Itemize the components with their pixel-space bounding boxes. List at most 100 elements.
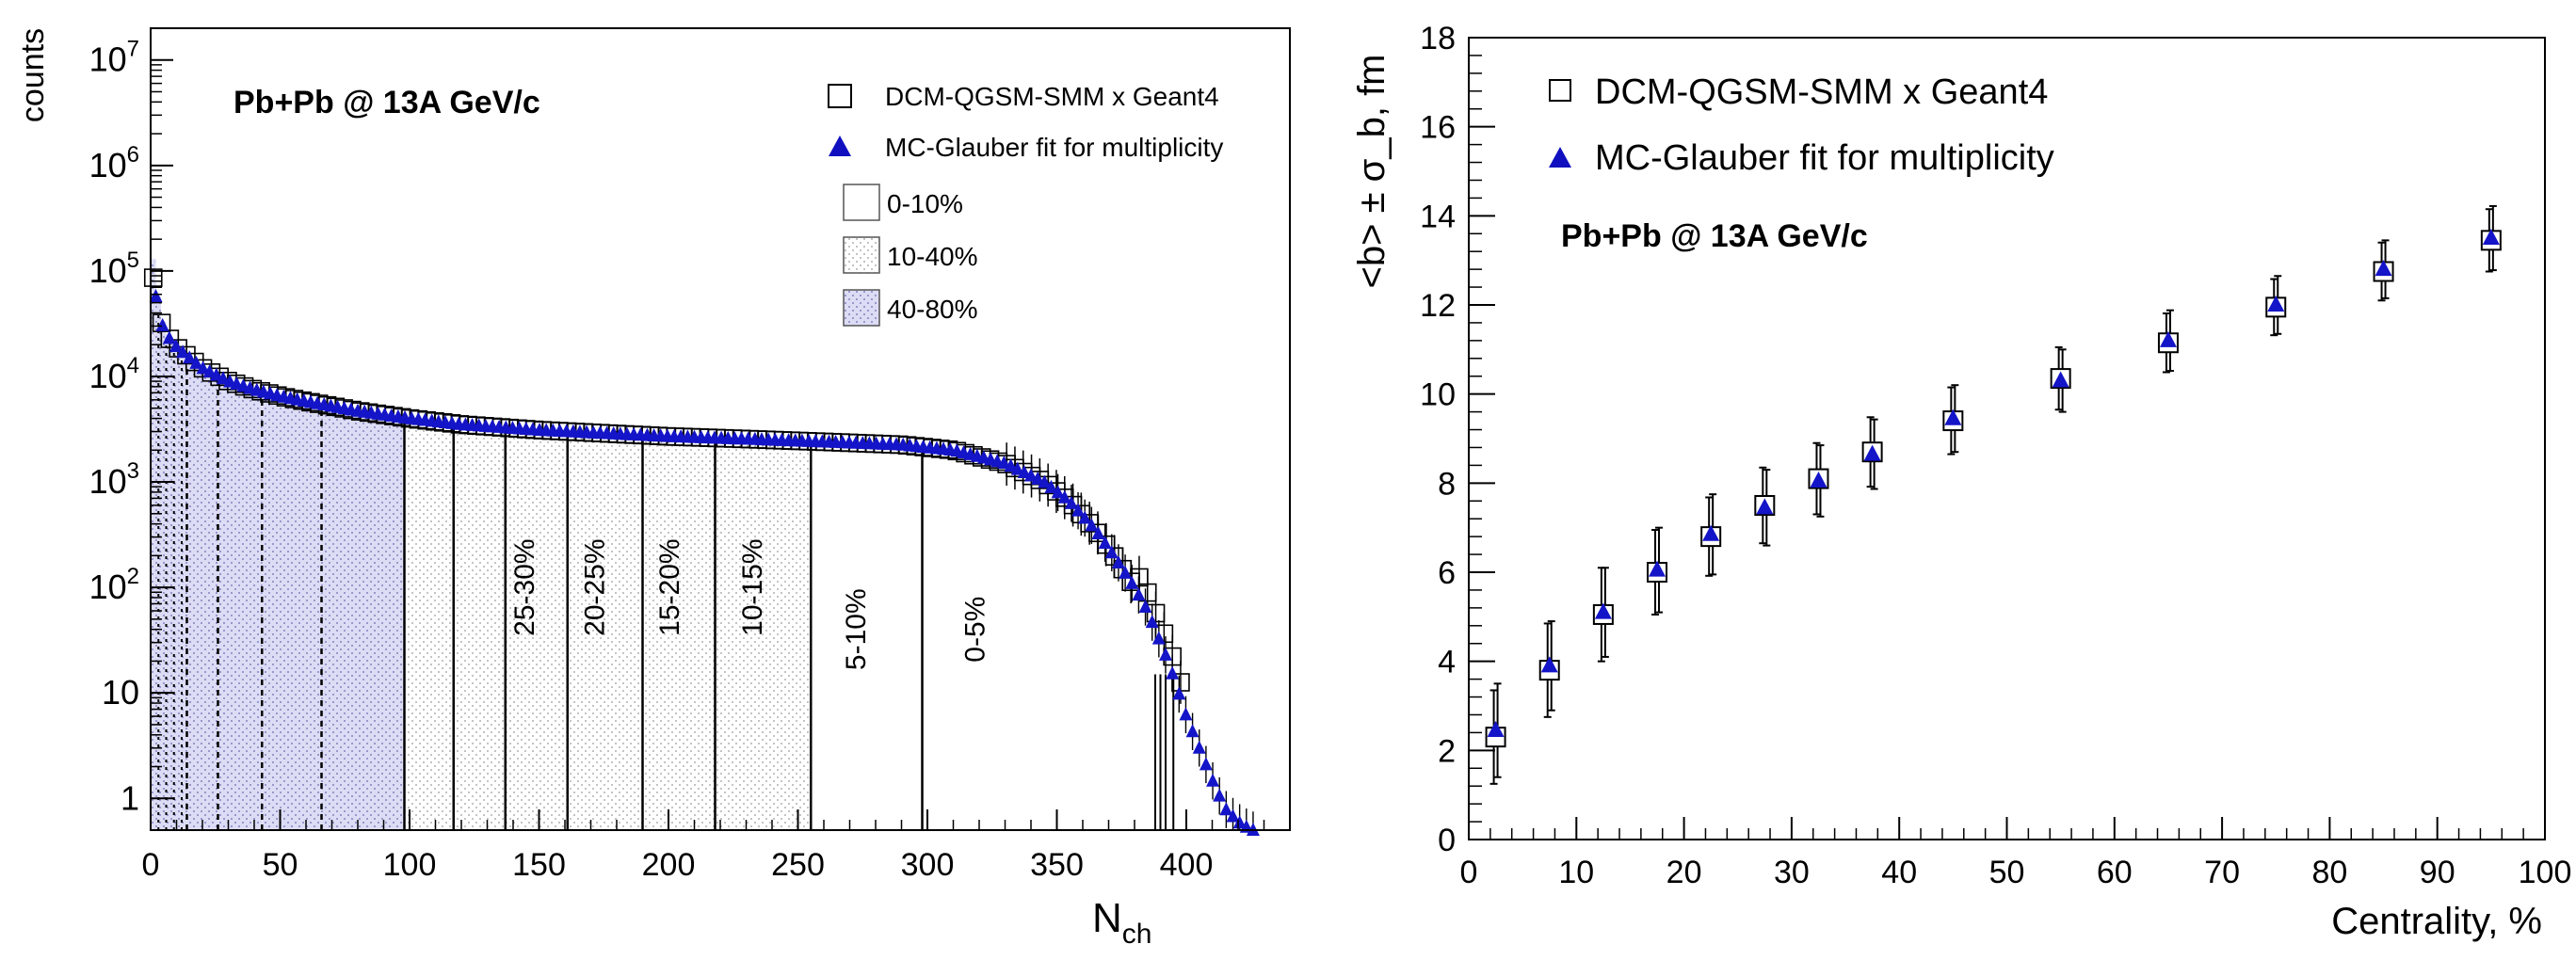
glauber-point [217,371,230,385]
right-glauber-point [1944,408,1962,425]
left-y-tick-label: 1 [121,778,139,817]
glauber-point [1111,554,1125,568]
right-y-tick-label: 4 [1438,645,1456,680]
right-y-tick-label: 6 [1438,555,1456,591]
glauber-point [1219,802,1233,816]
glauber-point [1064,495,1078,509]
left-x-tick-label: 200 [642,847,696,883]
centrality-class-dividers [157,314,924,830]
left-annotation: Pb+Pb @ 13A GeV/c [233,85,540,120]
glauber-point [1024,468,1038,482]
glauber-point [189,355,203,369]
centrality-class-fill [567,431,643,830]
centrality-class-label: 10-15% [737,538,768,635]
centrality-class-label: 20-25% [579,538,610,635]
right-glauber-point [2267,296,2285,312]
right-annotation: Pb+Pb @ 13A GeV/c [1561,218,1868,254]
glauber-point [1071,503,1086,517]
right-glauber-point [1702,524,1720,541]
centrality-class-label: 25-30% [509,538,540,635]
right-x-axis-label: Centrality, % [2331,901,2542,942]
centrality-class-fill [404,417,454,830]
centrality-class-fill [453,424,506,830]
centrality-class-fill [715,438,812,830]
right-x-tick-label: 10 [1558,855,1594,890]
centrality-class-fill [642,435,716,830]
right-data-points [1485,204,2502,785]
centrality-class-labels: 25-30% 20-25% 15-20% 10-15% 5-10% 0-5% [509,538,991,670]
left-y-tick-label: 102 [89,564,139,606]
right-glauber-point [1540,656,1558,673]
glauber-point [1145,615,1159,629]
right-glauber-point [2052,371,2069,388]
glauber-point [1185,724,1199,738]
legend-swatch-40-80 [843,289,880,327]
right-glauber-point [1810,471,1827,488]
right-legend-label-glauber: MC-Glauber fit for multiplicity [1595,138,2054,178]
right-x-tick-label: 90 [2420,855,2455,890]
dcm-point [143,268,163,287]
left-x-tick-label: 0 [142,847,160,883]
right-legend-swatch-dcm [1549,79,1571,102]
multiplicity-panel: 25-30% 20-25% 15-20% 10-15% 5-10% 0-5% 0 50 100… [15,27,1291,950]
legend-label-0-10: 0-10% [887,189,963,218]
right-y-tick-label: 12 [1420,288,1456,324]
left-y-axis-label: counts [15,28,51,122]
glauber-point [1206,773,1220,787]
right-y-tick-label: 10 [1420,377,1456,413]
right-glauber-point [2482,229,2500,245]
glauber-point [1010,461,1024,475]
legend-swatch-0-10 [843,184,880,221]
left-y-tick-label: 106 [89,142,139,184]
right-glauber-point [2159,330,2177,347]
glauber-point [1119,565,1133,579]
right-x-tick-label: 100 [2519,855,2572,890]
glauber-point [1226,808,1240,823]
centrality-class-label: 0-5% [960,597,991,663]
glauber-point [1199,757,1213,771]
centrality-class-fill [151,259,187,830]
right-x-tick-label: 20 [1666,855,1702,890]
glauber-point [1138,599,1152,613]
glauber-point [1159,647,1172,661]
glauber-point [1232,815,1247,829]
legend-label-glauber: MC-Glauber fit for multiplicity [885,133,1223,162]
legend-swatch-glauber [829,136,851,156]
right-x-tick-label: 60 [2097,855,2133,890]
left-legend: DCM-QGSM-SMM x Geant4 MC-Glauber fit for… [828,82,1223,327]
glauber-point [1132,587,1146,601]
centrality-class-fills [151,259,923,830]
legend-label-10-40: 10-40% [887,242,978,271]
left-y-tick-label: 107 [89,37,139,79]
glauber-point [162,330,176,344]
glauber-point [169,339,183,353]
centrality-class-fill [217,376,263,830]
left-x-axis-label-sub: ch [1122,919,1152,950]
glauber-point [1038,474,1052,488]
glauber-point [209,367,223,381]
right-x-tick-label: 0 [1460,855,1478,890]
left-x-tick-label: 50 [263,847,298,883]
right-x-tick-label: 70 [2204,855,2240,890]
centrality-class-label: 15-20% [654,538,685,635]
left-x-axis-label: Nch [1092,895,1151,950]
right-axes: 0 10 20 30 40 50 60 70 80 90 100 0 2 4 6 8 10 12 14 16 18 [1420,21,2571,890]
glauber-point [1091,526,1105,540]
right-legend-label-dcm: DCM-QGSM-SMM x Geant4 [1595,72,2048,112]
left-x-tick-label: 250 [771,847,825,883]
centrality-class-fill [811,440,923,830]
glauber-point [1098,536,1112,550]
glauber-point [1004,458,1018,472]
glauber-point [1151,631,1166,645]
glauber-point [1172,686,1186,700]
right-glauber-point [1594,602,1612,619]
right-glauber-point [1487,721,1505,738]
right-y-tick-label: 18 [1420,21,1456,56]
right-x-tick-label: 40 [1881,855,1917,890]
glauber-point [1057,489,1071,504]
left-y-tick-label: 103 [89,458,139,501]
glauber-point [1213,788,1227,802]
glauber-point [176,344,190,359]
glauber-point [1085,518,1099,532]
glauber-point [1078,510,1092,524]
